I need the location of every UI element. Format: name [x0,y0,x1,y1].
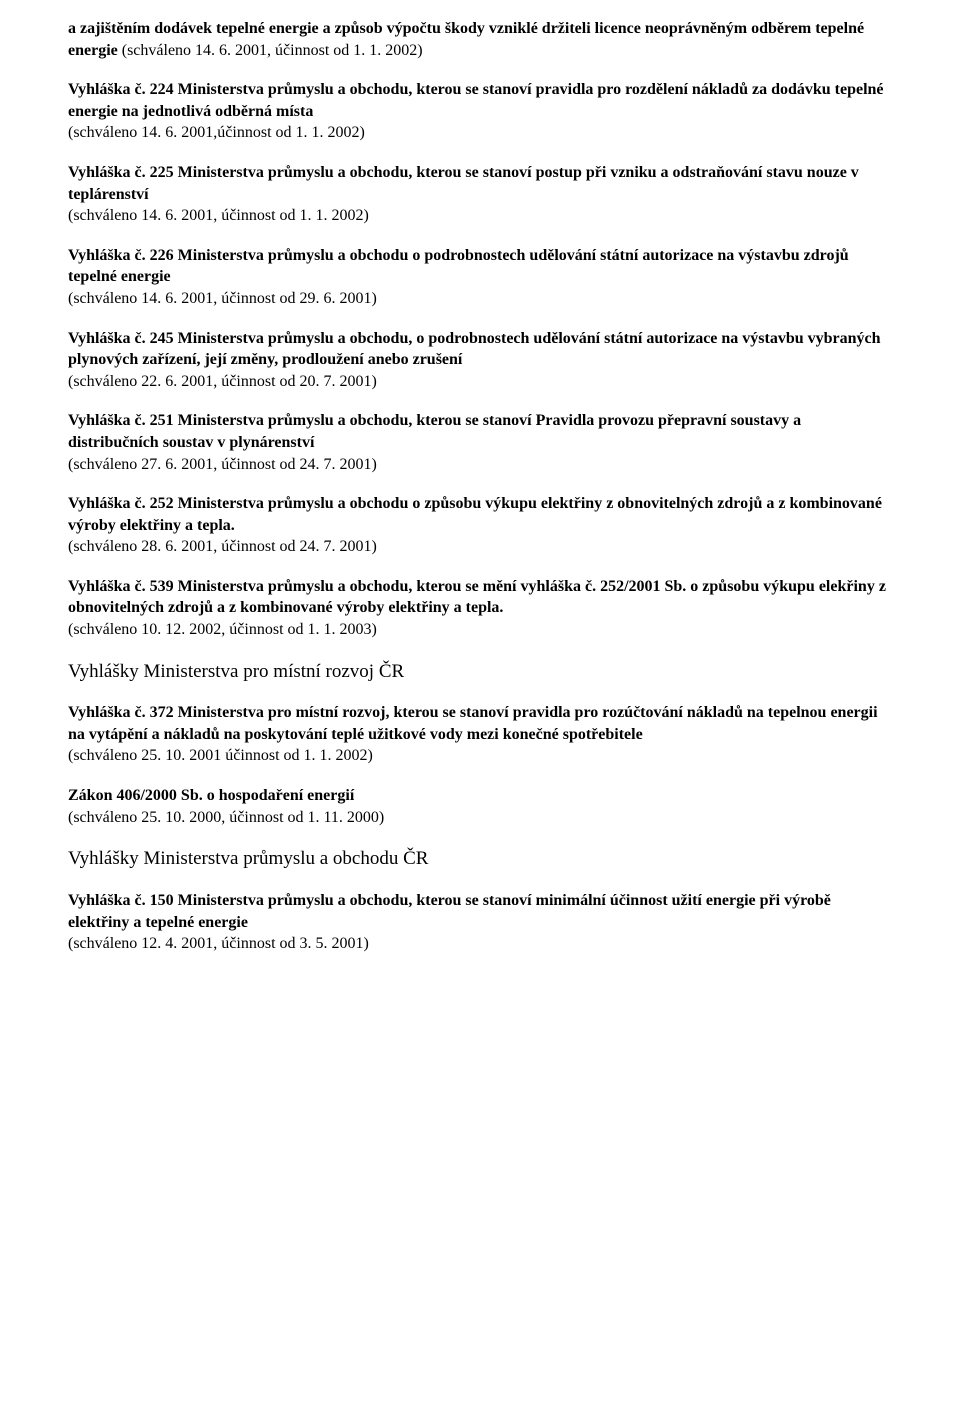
main-entry: Vyhláška č. 539 Ministerstva průmyslu a … [68,576,892,641]
entry-note: (schváleno 14. 6. 2001, účinnost od 1. 1… [68,207,369,224]
entry-note: (schváleno 10. 12. 2002, účinnost od 1. … [68,621,377,638]
main-entry: Vyhláška č. 251 Ministerstva průmyslu a … [68,410,892,475]
entry-title: Vyhláška č. 539 Ministerstva průmyslu a … [68,578,886,617]
entry-note: (schváleno 25. 10. 2001 účinnost od 1. 1… [68,747,373,764]
entry-title: Vyhláška č. 251 Ministerstva průmyslu a … [68,412,801,451]
section1-entry: Zákon 406/2000 Sb. o hospodaření energií… [68,785,892,828]
main-entry: Vyhláška č. 252 Ministerstva průmyslu a … [68,493,892,558]
entry-title: Vyhláška č. 150 Ministerstva průmyslu a … [68,892,831,931]
entry-title: Vyhláška č. 225 Ministerstva průmyslu a … [68,164,859,203]
entry-note: (schváleno 12. 4. 2001, účinnost od 3. 5… [68,935,369,952]
entry-note: (schváleno 28. 6. 2001, účinnost od 24. … [68,538,377,555]
entry-title: Vyhláška č. 226 Ministerstva průmyslu a … [68,247,849,286]
main-entry: Vyhláška č. 225 Ministerstva průmyslu a … [68,162,892,227]
entry-note: (schváleno 25. 10. 2000, účinnost od 1. … [68,809,384,826]
main-entry: Vyhláška č. 245 Ministerstva průmyslu a … [68,328,892,393]
main-entry: Vyhláška č. 224 Ministerstva průmyslu a … [68,79,892,144]
entry-title: Vyhláška č. 224 Ministerstva průmyslu a … [68,81,884,120]
main-entry: Vyhláška č. 226 Ministerstva průmyslu a … [68,245,892,310]
section-heading-2: Vyhlášky Ministerstva průmyslu a obchodu… [68,846,892,872]
entry-note: (schváleno 22. 6. 2001, účinnost od 20. … [68,373,377,390]
entry-note: (schváleno 27. 6. 2001, účinnost od 24. … [68,456,377,473]
entry-title: Vyhláška č. 252 Ministerstva průmyslu a … [68,495,882,534]
section2-entry: Vyhláška č. 150 Ministerstva průmyslu a … [68,890,892,955]
main-entry: a zajištěním dodávek tepelné energie a z… [68,18,892,61]
entry-note: (schváleno 14. 6. 2001,účinnost od 1. 1.… [68,124,365,141]
entry-suffix: (schváleno 14. 6. 2001, účinnost od 1. 1… [118,42,423,59]
entry-note: (schváleno 14. 6. 2001, účinnost od 29. … [68,290,377,307]
entry-title: Vyhláška č. 245 Ministerstva průmyslu a … [68,330,881,369]
section1-entry: Vyhláška č. 372 Ministerstva pro místní … [68,702,892,767]
entry-title: Vyhláška č. 372 Ministerstva pro místní … [68,704,878,743]
section-heading-1: Vyhlášky Ministerstva pro místní rozvoj … [68,659,892,685]
entry-title: Zákon 406/2000 Sb. o hospodaření energií [68,787,354,804]
